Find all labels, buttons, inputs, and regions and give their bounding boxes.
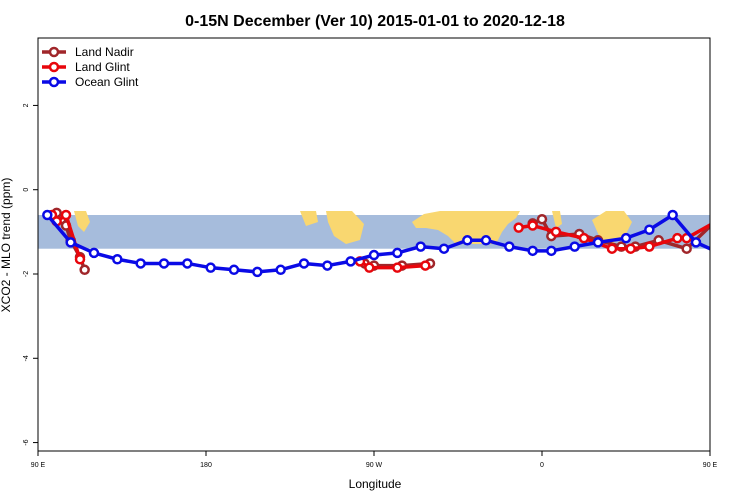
data-point-ocean-glint [569,241,580,252]
data-point-ocean-glint [252,266,263,278]
land-new-guinea [300,211,318,226]
legend-item-land-nadir: Land Nadir [42,45,134,59]
data-point-land-glint [606,243,618,254]
data-point-land-nadir [743,228,750,236]
data-point-ocean-glint [368,249,380,261]
data-point-ocean-glint [546,245,557,257]
data-point-land-glint [392,262,403,273]
data-point-land-glint [60,209,72,221]
data-point-land-nadir [734,217,742,225]
data-point-land-glint [420,260,431,271]
x-tick-label: 90 E [703,462,718,469]
data-point-land-glint [739,219,747,227]
data-point-ocean-glint [205,262,216,273]
band-layer [38,211,710,249]
series-layer [42,207,750,278]
data-point-ocean-glint [620,232,632,244]
land-central-america [326,211,364,244]
series-ocean-glint [42,209,747,278]
data-point-ocean-glint [392,247,403,259]
y-axis: -6 -4 -2 0 2 [23,103,38,446]
x-tick-label: 90 W [366,462,383,469]
data-point-ocean-glint [715,249,723,257]
data-point-ocean-glint [438,243,450,254]
y-tick-label: -6 [23,439,30,445]
data-point-land-nadir [681,243,692,254]
plot-content [38,207,750,278]
data-point-ocean-glint [504,241,515,252]
data-point-land-nadir [79,264,90,276]
data-point-land-glint [644,241,655,252]
legend-marker [48,46,60,58]
data-point-ocean-glint [88,247,100,259]
data-point-land-nadir [729,215,737,223]
y-tick-label: 2 [23,103,30,107]
data-point-ocean-glint [667,209,678,221]
data-point-ocean-glint [462,235,473,246]
data-point-ocean-glint [158,258,170,269]
y-axis-label: XCO2 - MLO trend (ppm) [0,178,13,313]
data-point-ocean-glint [182,258,193,269]
data-point-land-glint [578,232,590,244]
data-point-land-glint [672,232,683,244]
series-line-ocean-glint [46,213,710,274]
data-point-ocean-glint [739,255,747,263]
x-axis-label: Longitude [349,477,402,491]
legend-marker [48,61,60,73]
data-point-ocean-glint [415,241,426,252]
data-point-land-glint [513,222,524,233]
data-point-ocean-glint [592,237,604,248]
data-point-ocean-glint [322,260,333,271]
legend-item-ocean-glint: Ocean Glint [42,75,139,89]
data-point-ocean-glint [135,258,146,269]
y-tick-label: -2 [23,271,30,277]
y-tick-label: 0 [23,188,30,192]
data-point-land-glint [720,213,728,221]
data-point-ocean-glint [298,258,310,269]
data-point-land-nadir [536,213,548,225]
data-point-ocean-glint [480,235,492,246]
data-point-ocean-glint [112,254,123,265]
legend-label: Land Nadir [75,45,134,59]
land-north-africa [412,211,520,244]
data-point-land-glint [527,220,538,231]
data-point-land-glint [550,226,562,238]
data-point-land-glint [625,243,636,254]
series-line-land-glint [359,259,426,270]
legend-label: Land Glint [75,60,130,74]
data-point-ocean-glint [228,264,240,276]
x-tick-label: 0 [540,462,544,469]
data-point-ocean-glint [527,245,538,257]
data-point-land-glint [74,254,86,265]
x-tick-label: 180 [200,462,212,469]
data-point-ocean-glint [65,237,76,248]
legend-label: Ocean Glint [75,75,139,89]
data-point-land-glint [734,211,742,219]
land-sumatra [552,211,562,228]
y-tick-label: -4 [23,355,30,361]
data-point-ocean-glint [690,237,702,248]
data-point-ocean-glint [275,264,286,276]
data-point-ocean-glint [345,256,356,267]
legend-marker [48,76,60,88]
data-point-ocean-glint [644,224,655,235]
x-tick-label: 90 E [31,462,46,469]
data-point-land-nadir [720,209,728,217]
legend-item-land-glint: Land Glint [42,60,130,74]
x-axis: 90 E 180 90 W 0 90 E [31,451,718,469]
land-se-asia-west [74,211,90,232]
chart-title: 0-15N December (Ver 10) 2015-01-01 to 20… [185,13,565,30]
data-point-land-glint [364,262,375,273]
data-point-ocean-glint [42,209,53,221]
